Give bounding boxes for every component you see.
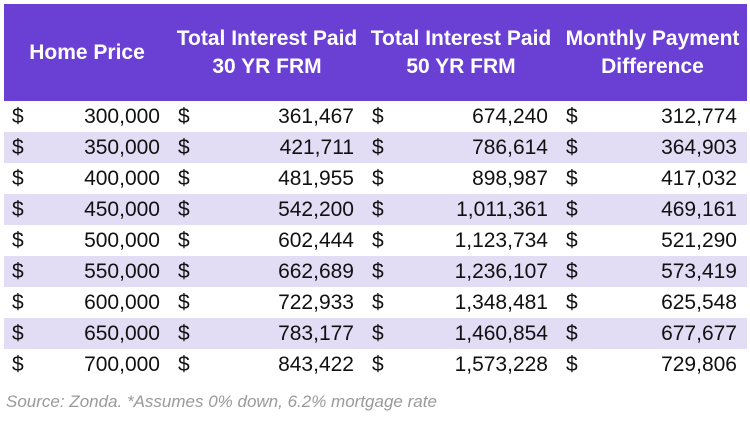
column-header: Total Interest Paid 50 YR FRM <box>364 4 558 101</box>
table-cell: 662,689 <box>210 256 364 287</box>
currency-symbol: $ <box>170 101 210 132</box>
table-cell: 481,955 <box>210 163 364 194</box>
table-cell: 786,614 <box>404 132 558 163</box>
table-cell: 650,000 <box>44 318 170 349</box>
currency-symbol: $ <box>364 163 404 194</box>
currency-symbol: $ <box>170 194 210 225</box>
source-note: Source: Zonda. *Assumes 0% down, 6.2% mo… <box>6 392 437 411</box>
currency-symbol: $ <box>558 349 598 380</box>
currency-symbol: $ <box>170 287 210 318</box>
currency-symbol: $ <box>4 256 44 287</box>
table-cell: 421,711 <box>210 132 364 163</box>
currency-symbol: $ <box>170 256 210 287</box>
table-row: $350,000 $421,711 $786,614 $364,903 <box>4 132 747 163</box>
currency-symbol: $ <box>170 132 210 163</box>
table-cell: 400,000 <box>44 163 170 194</box>
table-cell: 417,032 <box>598 163 747 194</box>
table-cell: 700,000 <box>44 349 170 380</box>
table-row: $550,000 $662,689 $1,236,107 $573,419 <box>4 256 747 287</box>
currency-symbol: $ <box>364 101 404 132</box>
table-cell: 1,011,361 <box>404 194 558 225</box>
currency-symbol: $ <box>364 225 404 256</box>
currency-symbol: $ <box>558 287 598 318</box>
table-cell: 1,460,854 <box>404 318 558 349</box>
column-header: Monthly Payment Difference <box>558 4 747 101</box>
table-cell: 500,000 <box>44 225 170 256</box>
currency-symbol: $ <box>364 287 404 318</box>
currency-symbol: $ <box>4 225 44 256</box>
currency-symbol: $ <box>4 349 44 380</box>
table-body: $300,000 $361,467 $674,240 $312,774 $350,000… <box>4 101 747 380</box>
column-header: Home Price <box>4 4 170 101</box>
table-cell: 521,290 <box>598 225 747 256</box>
table-cell: 898,987 <box>404 163 558 194</box>
currency-symbol: $ <box>4 132 44 163</box>
currency-symbol: $ <box>364 318 404 349</box>
currency-symbol: $ <box>558 132 598 163</box>
currency-symbol: $ <box>4 163 44 194</box>
table-cell: 843,422 <box>210 349 364 380</box>
table-row: $600,000 $722,933 $1,348,481 $625,548 <box>4 287 747 318</box>
table-cell: 1,348,481 <box>404 287 558 318</box>
currency-symbol: $ <box>558 256 598 287</box>
currency-symbol: $ <box>170 349 210 380</box>
currency-symbol: $ <box>558 318 598 349</box>
table-cell: 625,548 <box>598 287 747 318</box>
table-cell: 364,903 <box>598 132 747 163</box>
table-row: $500,000 $602,444 $1,123,734 $521,290 <box>4 225 747 256</box>
table-cell: 783,177 <box>210 318 364 349</box>
currency-symbol: $ <box>4 101 44 132</box>
table-cell: 361,467 <box>210 101 364 132</box>
table-cell: 350,000 <box>44 132 170 163</box>
table-row: $700,000 $843,422 $1,573,228 $729,806 <box>4 349 747 380</box>
currency-symbol: $ <box>4 287 44 318</box>
currency-symbol: $ <box>364 194 404 225</box>
header-row: Home Price Total Interest Paid 30 YR FRM… <box>4 4 747 101</box>
table-cell: 602,444 <box>210 225 364 256</box>
currency-symbol: $ <box>170 318 210 349</box>
table-cell: 300,000 <box>44 101 170 132</box>
currency-symbol: $ <box>4 318 44 349</box>
table-cell: 729,806 <box>598 349 747 380</box>
table-cell: 600,000 <box>44 287 170 318</box>
table-cell: 312,774 <box>598 101 747 132</box>
table-cell: 722,933 <box>210 287 364 318</box>
table-cell: 573,419 <box>598 256 747 287</box>
currency-symbol: $ <box>558 101 598 132</box>
table-cell: 1,236,107 <box>404 256 558 287</box>
currency-symbol: $ <box>558 163 598 194</box>
table-row: $300,000 $361,467 $674,240 $312,774 <box>4 101 747 132</box>
table-cell: 450,000 <box>44 194 170 225</box>
table-cell: 469,161 <box>598 194 747 225</box>
currency-symbol: $ <box>170 225 210 256</box>
currency-symbol: $ <box>558 194 598 225</box>
table-cell: 677,677 <box>598 318 747 349</box>
interest-table-container: Home Price Total Interest Paid 30 YR FRM… <box>4 4 747 380</box>
table-cell: 1,123,734 <box>404 225 558 256</box>
currency-symbol: $ <box>364 132 404 163</box>
interest-comparison-table: Home Price Total Interest Paid 30 YR FRM… <box>4 4 747 380</box>
table-cell: 1,573,228 <box>404 349 558 380</box>
table-row: $450,000 $542,200 $1,011,361 $469,161 <box>4 194 747 225</box>
currency-symbol: $ <box>558 225 598 256</box>
column-header: Total Interest Paid 30 YR FRM <box>170 4 364 101</box>
currency-symbol: $ <box>4 194 44 225</box>
table-row: $400,000 $481,955 $898,987 $417,032 <box>4 163 747 194</box>
currency-symbol: $ <box>170 163 210 194</box>
table-cell: 550,000 <box>44 256 170 287</box>
table-row: $650,000 $783,177 $1,460,854 $677,677 <box>4 318 747 349</box>
currency-symbol: $ <box>364 349 404 380</box>
currency-symbol: $ <box>364 256 404 287</box>
table-cell: 674,240 <box>404 101 558 132</box>
table-cell: 542,200 <box>210 194 364 225</box>
